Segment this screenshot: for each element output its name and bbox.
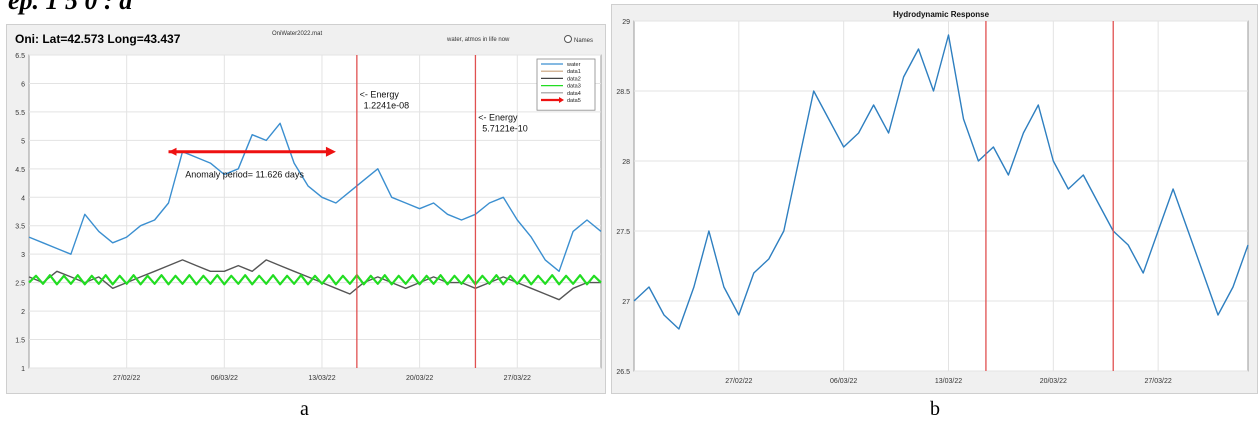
y-tick-label: 3.5: [15, 224, 25, 231]
x-tick-label: 27/03/22: [504, 375, 531, 382]
y-tick-label: 6: [21, 81, 25, 88]
anomaly-arrow-head: [325, 146, 336, 157]
series-line-data2: [28, 259, 601, 301]
legend-arrowhead: [559, 97, 564, 103]
y-tick-label: 2: [21, 309, 25, 316]
y-tick-label: 28: [622, 159, 630, 166]
legend-label-data4: data4: [567, 91, 581, 97]
annotation-line2: 1.2241e-08: [364, 101, 410, 111]
x-tick-label: 20/03/22: [406, 375, 433, 382]
y-tick-label: 27.5: [616, 229, 630, 236]
x-tick-label: 06/03/22: [830, 378, 857, 385]
y-tick-label: 29: [622, 19, 630, 26]
chart-panel-b: 26.5 27 27.5 28 28.5 29 27/02/22 06/03/22 13/03/…: [611, 4, 1258, 394]
chart-a-note: water, atmos in life now: [446, 37, 510, 43]
y-tick-label: 4.5: [15, 167, 25, 174]
x-tick-label: 27/03/22: [1145, 378, 1172, 385]
chart-a-title: Oni: Lat=42.573 Long=43.437: [15, 32, 181, 46]
series-line-water: [28, 122, 602, 273]
annotation-line1: <- Energy: [360, 90, 400, 100]
x-tick-label: 13/03/22: [308, 375, 335, 382]
chart-panel-a: 1 1.5 2 2.5 3 3.5 4 4.5 5 5.5 6 6.5 27/02/22 06/03/22…: [6, 24, 606, 394]
names-radio: [564, 35, 572, 43]
page-header-fragment: ep. 1 5 0 : a: [8, 0, 133, 15]
x-tick-label: 27/02/22: [113, 375, 140, 382]
plot-area: [28, 54, 602, 369]
x-tick-label: 20/03/22: [1040, 378, 1067, 385]
y-tick-label: 27: [622, 299, 630, 306]
annotation-line1: Anomaly period= 11.626 days: [185, 169, 304, 179]
y-tick-label: 5: [21, 138, 25, 145]
legend-label-data3: data3: [567, 84, 581, 90]
plot-area: [633, 20, 1249, 372]
caption-a: a: [300, 398, 309, 420]
chart-a-svg: 1 1.5 2 2.5 3 3.5 4 4.5 5 5.5 6 6.5 27/02/22 06/03/22…: [15, 31, 602, 382]
names-label: Names: [574, 38, 593, 44]
series-line-data3: [28, 274, 602, 286]
series-line-main: [633, 34, 1249, 330]
legend-label-water: water: [566, 62, 581, 68]
x-tick-label: 13/03/22: [935, 378, 962, 385]
x-tick-label: 27/02/22: [725, 378, 752, 385]
anomaly-arrow-tail: [168, 147, 177, 156]
legend-box: [536, 58, 596, 111]
caption-b: b: [930, 398, 940, 420]
x-tick-label: 06/03/22: [211, 375, 238, 382]
y-tick-label: 5.5: [15, 110, 25, 117]
y-tick-label: 4: [21, 195, 25, 202]
chart-a-filename: OniWater2022.mat: [272, 31, 322, 37]
y-tick-label: 1.5: [15, 338, 25, 345]
y-tick-label: 3: [21, 252, 25, 259]
legend-label-data2: data2: [567, 76, 581, 82]
chart-b-svg: 26.5 27 27.5 28 28.5 29 27/02/22 06/03/22 13/03/…: [616, 10, 1249, 385]
y-tick-label: 26.5: [616, 369, 630, 376]
y-tick-label: 1: [21, 366, 25, 373]
legend-label-data1: data1: [567, 69, 581, 75]
y-tick-label: 6.5: [15, 53, 25, 60]
annotation-line1: <- Energy: [478, 112, 518, 122]
y-tick-label: 28.5: [616, 89, 630, 96]
legend-label-data5: data5: [567, 98, 581, 104]
annotation-line2: 5.7121e-10: [482, 123, 528, 133]
y-tick-label: 2.5: [15, 281, 25, 288]
chart-b-title: Hydrodynamic Response: [893, 10, 990, 19]
